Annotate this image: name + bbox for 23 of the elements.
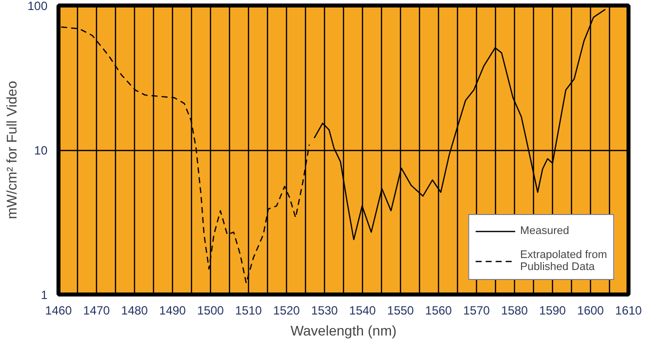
- x-tick-label: 1540: [349, 304, 376, 318]
- x-tick-label: 1570: [463, 304, 490, 318]
- y-tick-label: 1: [40, 288, 48, 302]
- y-tick-label: 100: [27, 0, 48, 13]
- x-tick-label: 1600: [577, 304, 604, 318]
- x-tick-label: 1500: [197, 304, 224, 318]
- x-tick-label: 1580: [501, 304, 528, 318]
- x-tick-label: 1460: [45, 304, 72, 318]
- x-axis-title: Wavelength (nm): [290, 322, 397, 338]
- legend-label: Measured: [520, 225, 570, 237]
- x-tick-label: 1560: [425, 304, 452, 318]
- x-tick-label: 1610: [615, 304, 642, 318]
- x-tick-label: 1510: [235, 304, 262, 318]
- legend-label: Extrapolated from Published Data: [520, 249, 607, 273]
- x-tick-label: 1470: [83, 304, 110, 318]
- x-tick-label: 1530: [311, 304, 338, 318]
- x-tick-label: 1590: [539, 304, 566, 318]
- x-tick-label: 1480: [121, 304, 148, 318]
- x-tick-label: 1550: [387, 304, 414, 318]
- x-tick-label: 1490: [159, 304, 186, 318]
- x-tick-label: 1520: [273, 304, 300, 318]
- y-axis-title: mW/cm² for Full Video: [3, 80, 20, 220]
- y-tick-label: 10: [34, 144, 48, 158]
